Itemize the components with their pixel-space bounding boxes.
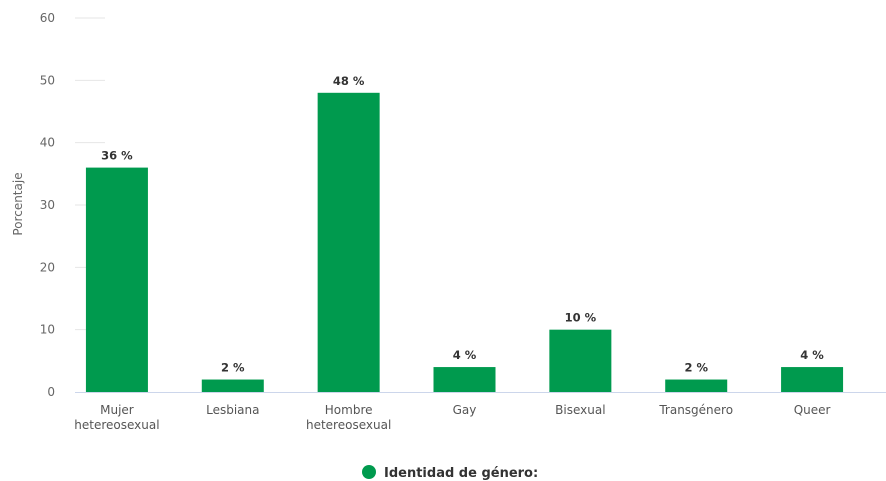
- legend-label: Identidad de género:: [384, 466, 538, 481]
- legend-marker-icon: [362, 465, 376, 479]
- y-tick-label: 60: [40, 11, 55, 25]
- x-tick-label-line: Bisexual: [555, 403, 605, 417]
- bar[interactable]: [433, 367, 496, 392]
- bars: [85, 92, 844, 393]
- y-axis-tick-labels: 0 10 20 30 40 50 60: [40, 11, 55, 399]
- x-tick-label-line: Gay: [453, 403, 477, 417]
- x-tick-label: Queer: [794, 403, 831, 417]
- x-tick-label-line: hetereosexual: [74, 418, 159, 432]
- bar[interactable]: [781, 367, 844, 392]
- x-tick-label: Hombre hetereosexual: [306, 403, 391, 432]
- y-tick-label: 40: [40, 136, 55, 150]
- data-label: 36 %: [101, 149, 133, 163]
- data-labels: 36 % 2 % 48 % 4 % 10 % 2 % 4 %: [101, 74, 824, 375]
- bar[interactable]: [665, 379, 728, 392]
- bar[interactable]: [201, 379, 264, 392]
- x-tick-label: Bisexual: [555, 403, 605, 417]
- x-tick-label-line: Transgénero: [658, 403, 733, 417]
- x-tick-label-line: Lesbiana: [206, 403, 259, 417]
- bar[interactable]: [549, 329, 612, 392]
- x-tick-label: Transgénero: [658, 403, 733, 417]
- x-tick-label-line: hetereosexual: [306, 418, 391, 432]
- y-tick-label: 0: [47, 385, 55, 399]
- x-tick-label: Gay: [453, 403, 477, 417]
- data-label: 10 %: [565, 311, 597, 325]
- y-tick-label: 10: [40, 323, 55, 337]
- data-label: 48 %: [333, 74, 365, 88]
- x-tick-label: Lesbiana: [206, 403, 259, 417]
- data-label: 2 %: [221, 361, 245, 375]
- y-tick-label: 20: [40, 260, 55, 274]
- bar[interactable]: [85, 167, 148, 392]
- y-tick-label: 50: [40, 73, 55, 87]
- y-axis-title: Porcentaje: [11, 172, 25, 235]
- data-label: 4 %: [453, 348, 477, 362]
- data-label: 2 %: [684, 361, 708, 375]
- x-tick-label-line: Hombre: [325, 403, 373, 417]
- data-label: 4 %: [800, 348, 824, 362]
- x-tick-label-line: Mujer: [100, 403, 134, 417]
- bar[interactable]: [317, 92, 380, 393]
- legend[interactable]: Identidad de género:: [362, 465, 538, 481]
- x-tick-label: Mujer hetereosexual: [74, 403, 159, 432]
- y-tick-label: 30: [40, 198, 55, 212]
- x-tick-label-line: Queer: [794, 403, 831, 417]
